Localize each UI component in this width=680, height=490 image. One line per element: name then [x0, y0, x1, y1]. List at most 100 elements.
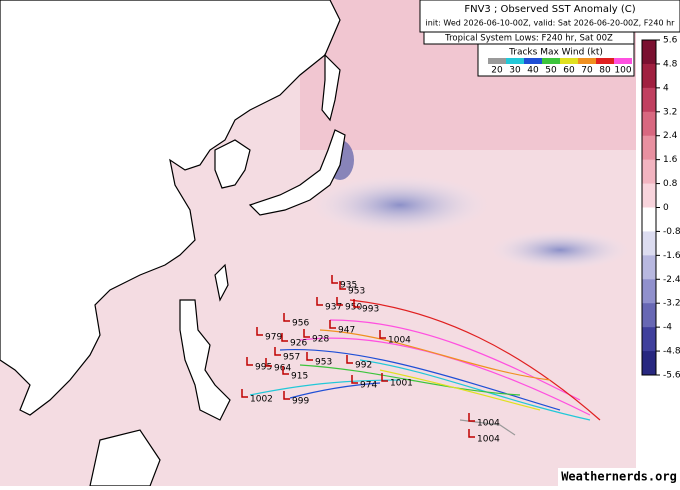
colorbar-label: 2.4	[663, 131, 678, 141]
low-marker	[339, 281, 346, 290]
low-marker	[336, 297, 343, 306]
colorbar-label: 4.8	[663, 59, 678, 69]
lows-note: Tropical System Lows: F240 hr, Sat 00Z	[444, 34, 613, 44]
legend-swatch	[614, 58, 632, 64]
colorbar-label: 1.6	[663, 155, 678, 165]
credit: Weathernerds.org	[561, 470, 677, 484]
sakhalin	[321, 53, 341, 122]
low-pressure: 947	[338, 326, 355, 336]
legend: 20 30 40 50 60 70 80 100	[488, 58, 632, 76]
borneo	[89, 429, 161, 487]
low-marker	[379, 330, 386, 339]
low-marker	[468, 413, 475, 422]
low-marker	[353, 299, 360, 308]
low-marker	[281, 333, 288, 342]
low-pressure: 937	[325, 303, 342, 313]
low-pressure: 957	[283, 353, 300, 363]
legend-label: 60	[563, 66, 575, 76]
legend-swatch	[560, 58, 578, 64]
low-marker	[381, 373, 388, 382]
mainland-asia	[0, 0, 341, 416]
taiwan	[214, 263, 229, 302]
track	[279, 348, 561, 411]
low-pressure: 1004	[388, 336, 411, 346]
low-marker	[246, 357, 253, 366]
track	[289, 382, 381, 399]
low-marker	[351, 375, 358, 384]
credit-box	[558, 468, 680, 486]
colorbar-band	[642, 231, 656, 256]
track	[249, 379, 401, 396]
low-pressure: 992	[355, 361, 372, 371]
low-pressure: 926	[290, 339, 307, 349]
colorbar-band	[642, 135, 656, 161]
legend-title: Tracks Max Wind (kt)	[508, 48, 603, 58]
title-box	[419, 0, 680, 33]
tracks	[249, 299, 601, 436]
colorbar-label: 0.8	[663, 179, 678, 189]
low-marker	[346, 355, 353, 364]
colorbar: 5.6 4.8 4 3.2 2.4 1.6 0.8 0 -0.8 -1.6 -2.4 -3.2 -4 -4…	[641, 36, 680, 381]
korea	[214, 139, 251, 189]
low-marker	[468, 429, 475, 438]
title: FNV3 ; Observed SST Anomaly (C)	[464, 4, 635, 15]
track	[299, 364, 521, 396]
colorbar-band	[642, 351, 656, 376]
colorbar-band	[642, 63, 656, 89]
low-marker	[265, 358, 272, 367]
colorbar-label: -5.6	[663, 371, 680, 381]
legend-swatch	[596, 58, 614, 64]
low-pressure: 915	[291, 372, 308, 382]
low-pressure: 953	[348, 287, 365, 297]
low-pressure: 1004	[477, 435, 500, 445]
legend-label: 100	[614, 66, 631, 76]
colorbar-label: 0	[663, 203, 669, 213]
low-marker	[303, 329, 310, 338]
low-marker	[283, 391, 290, 400]
low-marker	[282, 366, 289, 375]
colorbar-band	[642, 255, 656, 280]
colorbar-label: -0.8	[663, 227, 680, 237]
track	[349, 299, 601, 421]
land	[0, 0, 346, 487]
legend-swatch	[488, 58, 506, 64]
track	[329, 319, 581, 401]
colorbar-label: -2.4	[663, 275, 680, 285]
low-pressure: 974	[360, 381, 377, 391]
colorbar-band	[642, 159, 656, 185]
legend-swatch	[524, 58, 542, 64]
low-pressure: 995	[255, 363, 272, 373]
legend-label: 70	[581, 66, 593, 76]
legend-label: 30	[509, 66, 521, 76]
colorbar-label: 4	[663, 83, 669, 93]
legend-swatch	[506, 58, 524, 64]
japan	[248, 129, 346, 216]
track	[359, 359, 591, 421]
legend-label: 50	[545, 66, 557, 76]
low-pressure: 1004	[477, 419, 500, 429]
colorbar-band	[642, 279, 656, 304]
cool-anomaly	[490, 230, 630, 270]
subtitle: init: Wed 2026-06-10-00Z, valid: Sat 202…	[426, 19, 676, 28]
low-pressure: 979	[265, 333, 282, 343]
colorbar-band	[642, 87, 656, 113]
colorbar-label: 5.6	[663, 36, 678, 46]
philippines	[179, 299, 231, 421]
colorbar-label: -3.2	[663, 299, 680, 309]
low-pressure: 935	[340, 281, 357, 291]
track	[319, 329, 551, 381]
low-marker	[331, 275, 338, 284]
low-marker	[306, 352, 313, 361]
low-marker	[256, 327, 263, 336]
colorbar-band	[642, 207, 656, 232]
legend-swatch	[578, 58, 596, 64]
low-marker	[274, 347, 281, 356]
legend-swatch	[542, 58, 560, 64]
track	[379, 369, 541, 411]
low-pressure: 953	[315, 358, 332, 368]
low-pressure: 1002	[250, 395, 273, 405]
colorbar-label: 3.2	[663, 107, 677, 117]
low-pressure: 928	[312, 335, 329, 345]
